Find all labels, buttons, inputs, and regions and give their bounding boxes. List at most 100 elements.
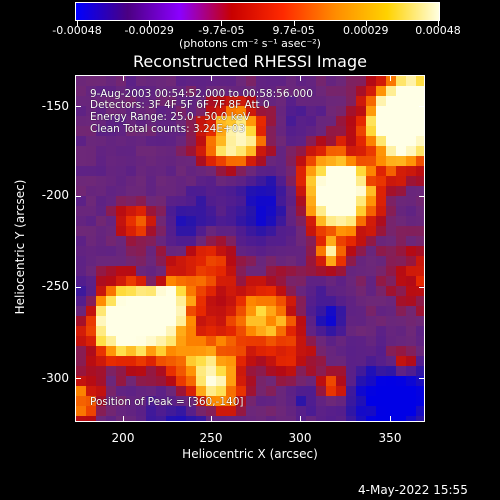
heatmap-cell [416,296,424,306]
timestamp: 4-May-2022 15:55 [358,483,468,497]
heatmap-cell [416,386,424,396]
heatmap-cell [76,86,86,96]
heatmap-cell [366,316,376,326]
heatmap-cell [356,356,366,366]
heatmap-cell [336,116,346,126]
heatmap-cell [106,136,116,146]
heatmap-cell [356,106,366,116]
heatmap-cell [216,166,226,176]
heatmap-cell [106,276,116,286]
heatmap-cell [246,256,256,266]
heatmap-cell [376,186,386,196]
heatmap-cell [76,246,86,256]
heatmap-cell [326,386,336,396]
heatmap-cell [186,396,196,406]
heatmap-cell [366,206,376,216]
heatmap-cell [76,176,86,186]
heatmap-cell [216,416,226,421]
heatmap-cell [386,76,396,86]
heatmap-cell [96,216,106,226]
heatmap-cell [166,266,176,276]
heatmap-cell [286,366,296,376]
heatmap-cell [126,306,136,316]
heatmap-cell [416,256,424,266]
heatmap-cell [366,76,376,86]
heatmap-cell [96,296,106,306]
heatmap-cell [406,316,416,326]
heatmap-cell [196,416,206,421]
heatmap-cell [386,326,396,336]
heatmap-cell [406,146,416,156]
tick-mark [123,416,124,422]
heatmap-cell [116,196,126,206]
heatmap-cell [76,266,86,276]
heatmap-cell [206,176,216,186]
heatmap-cell [376,306,386,316]
heatmap-cell [296,366,306,376]
heatmap-cell [246,326,256,336]
heatmap-cell [86,326,96,336]
heatmap-cell [106,336,116,346]
heatmap-cell [346,76,356,86]
heatmap-cell [126,176,136,186]
heatmap-cell [356,276,366,286]
heatmap-cell [106,86,116,96]
heatmap-cell [116,166,126,176]
heatmap-cell [86,286,96,296]
heatmap-cell [336,166,346,176]
heatmap-cell [326,406,336,416]
heatmap-cell [376,196,386,206]
heatmap-cell [316,196,326,206]
heatmap-cell [176,76,186,86]
heatmap-cell [96,96,106,106]
heatmap-cell [96,196,106,206]
heatmap-cell [376,326,386,336]
heatmap-cell [346,256,356,266]
heatmap-cell [416,306,424,316]
heatmap-cell [366,396,376,406]
heatmap-cell [366,106,376,116]
heatmap-cell [136,346,146,356]
heatmap-cell [196,386,206,396]
heatmap-cell [346,306,356,316]
heatmap-cell [76,126,86,136]
heatmap-cell [286,86,296,96]
heatmap-cell [216,216,226,226]
colorbar-tick [77,21,78,26]
heatmap-cell [336,396,346,406]
heatmap-cell [266,226,276,236]
heatmap-cell [126,206,136,216]
heatmap-cell [366,146,376,156]
heatmap-cell [256,186,266,196]
heatmap-cell [86,216,96,226]
heatmap-cell [186,386,196,396]
heatmap-cell [306,296,316,306]
heatmap-cell [116,236,126,246]
heatmap-cell [106,126,116,136]
heatmap-cell [156,106,166,116]
heatmap-cell [136,316,146,326]
heatmap-cell [386,216,396,226]
heatmap-cell [396,376,406,386]
heatmap-cell [176,146,186,156]
heatmap-cell [176,356,186,366]
heatmap-cell [356,376,366,386]
heatmap-cell [246,416,256,421]
heatmap-cell [116,366,126,376]
heatmap-cell [166,156,176,166]
heatmap-cell [326,266,336,276]
heatmap-cell [416,136,424,146]
heatmap-cell [246,156,256,166]
tick-mark [75,196,81,197]
heatmap-cell [106,266,116,276]
heatmap-cell [116,226,126,236]
heatmap-cell [356,226,366,236]
colorbar-tick [438,21,439,26]
heatmap-cell [356,216,366,226]
heatmap-cell [266,246,276,256]
energy-annotation: Energy Range: 25.0 - 50.0 keV [90,111,251,123]
heatmap-cell [226,306,236,316]
heatmap-cell [296,406,306,416]
heatmap-cell [166,216,176,226]
heatmap-cell [86,156,96,166]
